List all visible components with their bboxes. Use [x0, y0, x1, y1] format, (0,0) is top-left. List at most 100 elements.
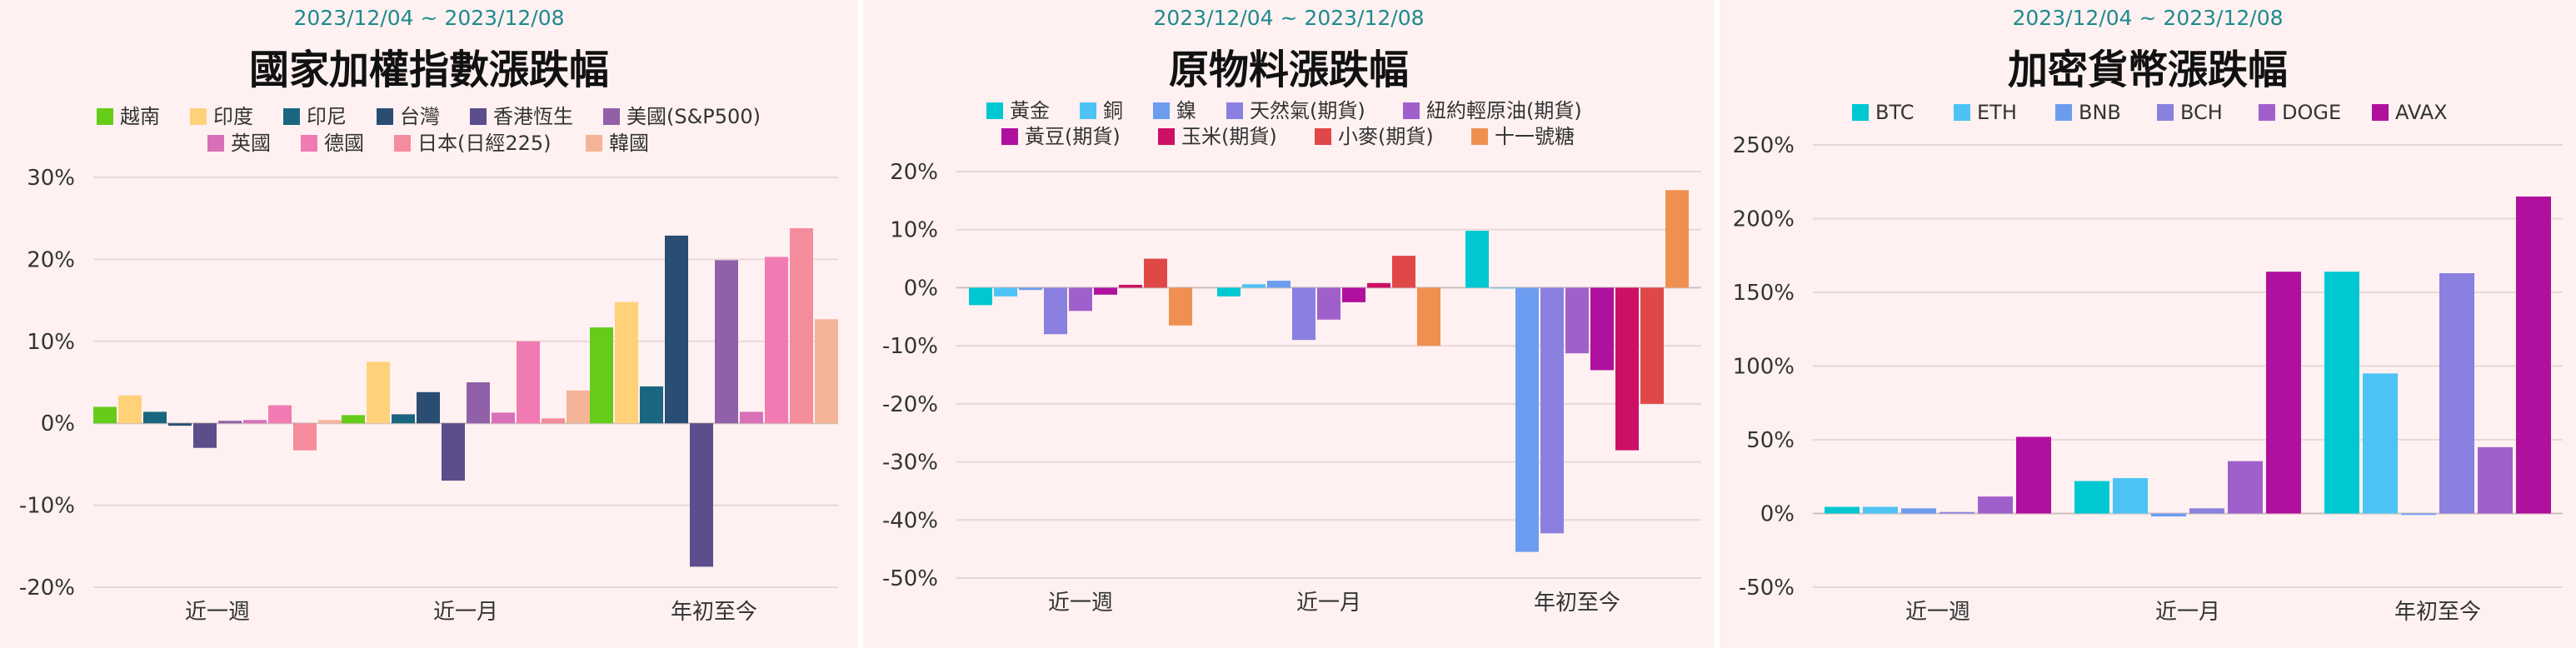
bar	[1565, 287, 1589, 354]
crypto-chart: 2023/12/04 ~ 2023/12/08 加密貨幣漲跌幅 BTC ETH BN…	[1733, 6, 2563, 625]
bar	[193, 423, 217, 448]
y-tick-label: 150%	[1733, 281, 1795, 306]
y-tick-label: 20%	[890, 160, 938, 185]
x-tick-label: 近一月	[2155, 600, 2220, 625]
gridlines	[956, 171, 1701, 579]
bar	[2016, 436, 2051, 514]
bar	[1863, 506, 1898, 514]
x-tick-label: 年初至今	[671, 600, 757, 625]
bar	[2363, 373, 2398, 514]
commodity-panel: 2023/12/04 ~ 2023/12/08 原物料漲跌幅 黃金 銅 鎳 天然氣(期…	[863, 0, 1715, 648]
bar	[442, 423, 465, 481]
bar	[268, 405, 292, 424]
y-tick-label: 50%	[1746, 428, 1795, 453]
x-axis: 近一週 近一月 年初至今	[185, 600, 757, 625]
legend-label: ETH	[1977, 101, 2017, 124]
bar	[2151, 513, 2186, 517]
bar	[815, 319, 838, 424]
y-tick-label: 250%	[1733, 133, 1795, 158]
gridlines	[1813, 144, 2563, 588]
legend-swatch	[2055, 104, 2072, 121]
bar	[2516, 196, 2551, 514]
date-range: 2023/12/04 ~ 2023/12/08	[293, 6, 564, 30]
legend-swatch	[586, 135, 602, 152]
legend-label: 鎳	[1176, 99, 1196, 122]
legend: 越南 印度 印尼 台灣 香港恆生 美國(S&P500) 英國 德國 日本(日經225) 韓國	[97, 105, 761, 155]
bar	[790, 228, 813, 424]
bar	[542, 418, 565, 424]
bar	[318, 420, 342, 424]
y-axis: -50% -40% -30% -20% -10% 0% 10% 20%	[882, 160, 938, 591]
bar	[2324, 272, 2359, 514]
bar	[2439, 272, 2474, 514]
bar	[1094, 287, 1117, 295]
bar	[1939, 511, 1974, 514]
y-tick-label: -50%	[882, 566, 938, 591]
bar	[168, 423, 192, 426]
crypto-panel: 2023/12/04 ~ 2023/12/08 加密貨幣漲跌幅 BTC ETH BN…	[1720, 0, 2576, 648]
bar	[1640, 287, 1664, 404]
bar	[1465, 231, 1489, 288]
legend-swatch	[1403, 102, 1420, 119]
x-tick-label: 近一月	[433, 600, 498, 625]
y-axis: -20% -10% 0% 10% 20% 30%	[19, 166, 75, 601]
bar	[143, 411, 167, 424]
legend-label: 玉米(期貨)	[1181, 125, 1277, 148]
bar	[1019, 287, 1042, 291]
bar	[590, 327, 613, 424]
bar	[1901, 508, 1936, 514]
bar	[467, 382, 490, 424]
bar	[1417, 287, 1440, 346]
commodity-chart: 2023/12/04 ~ 2023/12/08 原物料漲跌幅 黃金 銅 鎳 天然氣(期…	[882, 6, 1701, 616]
bar	[492, 412, 515, 424]
bar	[1665, 190, 1689, 288]
y-tick-label: -20%	[19, 576, 75, 601]
legend-label: BTC	[1875, 101, 1914, 124]
date-range: 2023/12/04 ~ 2023/12/08	[2012, 6, 2283, 30]
legend-label: 香港恆生	[493, 105, 573, 128]
x-tick-label: 年初至今	[1534, 591, 1620, 616]
legend-label: 越南	[120, 105, 160, 128]
bar	[1317, 287, 1340, 320]
bar	[615, 302, 638, 424]
legend-swatch	[2372, 104, 2389, 121]
bar	[715, 260, 738, 424]
legend: BTC ETH BNB BCH DOGE AVAX	[1852, 101, 2448, 124]
bar	[218, 421, 242, 424]
date-range: 2023/12/04 ~ 2023/12/08	[1153, 6, 1424, 30]
bar	[517, 341, 540, 424]
bar	[2113, 478, 2148, 514]
x-tick-label: 近一週	[1048, 591, 1113, 616]
legend-swatch	[190, 108, 207, 125]
bar	[2074, 481, 2109, 514]
country-index-chart: 2023/12/04 ~ 2023/12/08 國家加權指數漲跌幅 越南 印度 印尼…	[19, 6, 838, 625]
bar	[740, 411, 763, 424]
legend-label: 德國	[324, 132, 364, 155]
bar	[342, 415, 365, 424]
y-tick-label: 20%	[27, 247, 75, 272]
bar	[1217, 287, 1241, 297]
bars	[969, 190, 1689, 552]
chart-title: 加密貨幣漲跌幅	[2008, 47, 2288, 93]
legend-label: 黃豆(期貨)	[1025, 125, 1121, 148]
bar	[1367, 282, 1390, 288]
y-tick-label: -20%	[882, 392, 938, 417]
bar	[1144, 258, 1167, 288]
y-tick-label: -40%	[882, 508, 938, 533]
legend-label: BNB	[2079, 101, 2121, 124]
bars	[1825, 196, 2551, 517]
legend-swatch	[1954, 104, 1970, 121]
bars	[93, 228, 838, 567]
y-tick-label: -50%	[1739, 576, 1795, 601]
bar	[690, 423, 713, 567]
x-tick-label: 年初至今	[2394, 600, 2481, 625]
bar	[2266, 272, 2301, 514]
bar	[765, 257, 788, 424]
bar	[1342, 287, 1365, 302]
bar	[1490, 287, 1514, 289]
y-axis: -50% 0% 50% 100% 150% 200% 250%	[1733, 133, 1795, 601]
legend-label: 韓國	[609, 132, 649, 155]
bar	[1392, 256, 1415, 288]
y-tick-label: 10%	[890, 218, 938, 243]
